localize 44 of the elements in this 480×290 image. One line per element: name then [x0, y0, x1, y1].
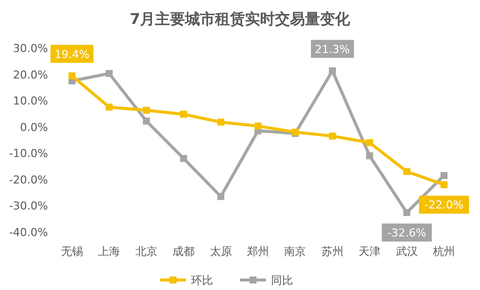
- point: [106, 70, 113, 77]
- x-tick-label: 武汉: [396, 245, 418, 258]
- legend-label: 环比: [191, 274, 213, 287]
- x-tick-label: 上海: [98, 245, 120, 258]
- point: [142, 106, 150, 114]
- point: [440, 172, 448, 179]
- point: [366, 139, 374, 146]
- point: [217, 193, 224, 200]
- point: [254, 122, 262, 130]
- chart-title: 7月主要城市租赁实时交易量变化: [130, 10, 352, 28]
- x-tick-label: 南京: [284, 245, 306, 258]
- x-tick-label: 杭州: [432, 245, 455, 258]
- data-label: -22.0%: [424, 198, 464, 212]
- x-tick-label: 苏州: [321, 245, 344, 258]
- y-tick-label: 10.0%: [13, 94, 48, 108]
- point: [142, 118, 150, 125]
- y-tick-label: -20.0%: [9, 173, 48, 186]
- point: [328, 132, 336, 140]
- point: [180, 154, 188, 162]
- y-tick-label: 0.0%: [20, 120, 48, 134]
- point: [106, 104, 113, 111]
- point: [217, 118, 224, 126]
- x-tick-label: 天津: [358, 245, 381, 258]
- data-label: -32.6%: [387, 226, 426, 240]
- legend-label: 同比: [271, 274, 293, 287]
- y-tick-label: 20.0%: [13, 68, 48, 82]
- data-label: 21.3%: [314, 42, 350, 56]
- point: [403, 168, 410, 176]
- y-tick-label: -40.0%: [9, 226, 48, 239]
- y-tick-label: 30.0%: [13, 42, 48, 55]
- x-tick-label: 无锡: [61, 245, 83, 258]
- point: [366, 152, 374, 160]
- x-tick-label: 太原: [210, 245, 232, 258]
- data-label: 19.4%: [54, 48, 90, 61]
- point: [440, 181, 448, 188]
- point: [403, 209, 410, 216]
- x-tick-label: 成都: [172, 245, 195, 258]
- y-tick-label: -10.0%: [9, 147, 48, 160]
- x-tick-label: 北京: [135, 245, 158, 258]
- point: [68, 72, 76, 80]
- point: [328, 67, 336, 74]
- y-tick-label: -30.0%: [9, 200, 48, 213]
- point: [180, 110, 188, 118]
- x-tick-label: 郑州: [247, 245, 269, 258]
